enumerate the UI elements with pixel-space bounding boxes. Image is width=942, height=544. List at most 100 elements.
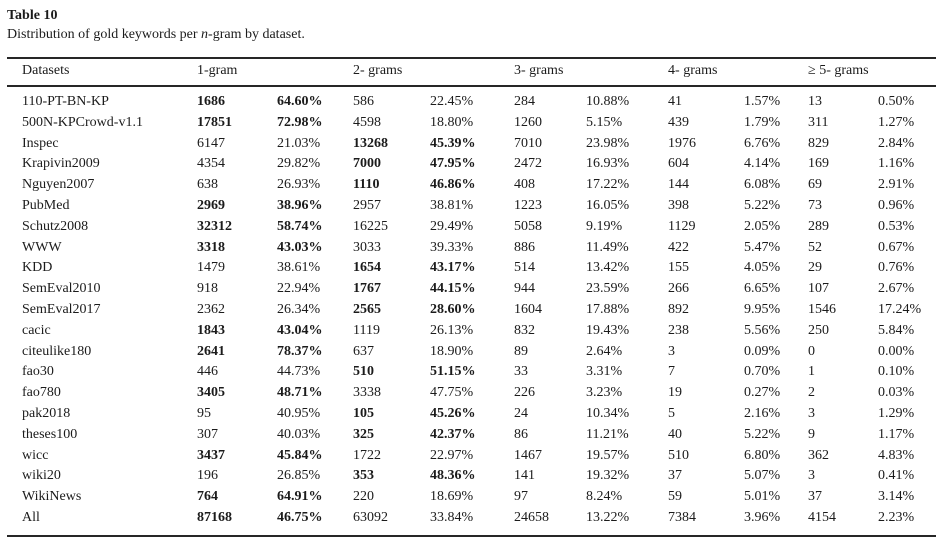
gram-percentage: 47.95% [430, 156, 476, 172]
gram-count: 24 [514, 405, 529, 421]
gram-count: 7 [668, 364, 676, 380]
gram-count: 2 [808, 385, 816, 401]
gram-percentage: 2.84% [878, 135, 915, 151]
gram-percentage: 26.85% [277, 468, 321, 484]
gram-percentage: 4.83% [878, 447, 915, 463]
gram-count: 33 [514, 364, 529, 380]
gram-count: 514 [514, 260, 536, 276]
gram-percentage: 1.17% [878, 426, 915, 442]
gram-count: 5058 [514, 218, 543, 234]
gram-count: 1479 [197, 260, 225, 276]
gram-percentage: 5.15% [586, 114, 623, 130]
dataset-name: fao30 [22, 364, 54, 380]
gram-percentage: 6.80% [744, 447, 781, 463]
gram-percentage: 26.93% [277, 177, 321, 193]
dataset-name: SemEval2010 [22, 281, 101, 297]
gram-count: 446 [197, 364, 218, 380]
gram-percentage: 0.96% [878, 197, 915, 213]
gram-percentage: 17.24% [878, 301, 922, 317]
gram-count: 408 [514, 177, 536, 193]
gram-percentage: 0.00% [878, 343, 915, 359]
gram-percentage: 22.94% [277, 281, 321, 297]
gram-count: 1223 [514, 197, 543, 213]
dataset-name: KDD [22, 260, 53, 276]
gram-count: 144 [668, 177, 690, 193]
gram-count: 16225 [353, 218, 388, 234]
gram-count: 3405 [197, 385, 225, 401]
dataset-name: WikiNews [22, 489, 82, 505]
gram-percentage: 17.88% [586, 301, 630, 317]
table-row: 110-PT-BN-KP 1686 64.60% 586 22.45% 284 10.88%… [7, 86, 936, 113]
gram-count: 944 [514, 281, 536, 297]
gram-percentage: 17.22% [586, 177, 630, 193]
gram-count: 4598 [353, 114, 381, 130]
gram-percentage: 1.29% [878, 405, 915, 421]
keyword-distribution-table: Datasets 1-gram 2- grams 3- grams 4- gra… [7, 57, 937, 537]
gram-percentage: 23.59% [586, 281, 630, 297]
gram-count: 250 [808, 322, 830, 338]
gram-percentage: 11.21% [586, 426, 629, 442]
gram-count: 59 [668, 489, 683, 505]
gram-count: 1119 [353, 322, 380, 338]
gram-percentage: 6.76% [744, 135, 781, 151]
table-row: Nguyen2007 638 26.93% 1110 46.86% 408 17.22% 14… [7, 175, 936, 196]
gram-percentage: 19.43% [586, 322, 630, 338]
gram-count: 17851 [197, 114, 232, 130]
gram-count: 238 [668, 322, 690, 338]
table-row: cacic 1843 43.04% 1119 26.13% 832 19.43% 238 5.5… [7, 321, 936, 342]
gram-percentage: 21.03% [277, 135, 321, 151]
gram-percentage: 64.91% [277, 489, 323, 505]
header-row: Datasets 1-gram 2- grams 3- grams 4- gra… [7, 58, 937, 87]
dataset-name: Krapivin2009 [22, 156, 100, 172]
dataset-name: cacic [22, 322, 51, 338]
gram-percentage: 43.04% [277, 322, 323, 338]
gram-count: 3437 [197, 447, 225, 463]
gram-count: 510 [353, 364, 374, 380]
gram-count: 289 [808, 218, 830, 234]
gram-count: 398 [668, 197, 690, 213]
table-row: Inspec 6147 21.03% 13268 45.39% 7010 23.98% 197… [7, 134, 936, 155]
gram-percentage: 0.27% [744, 385, 781, 401]
gram-percentage: 4.05% [744, 260, 781, 276]
gram-percentage: 0.67% [878, 239, 915, 255]
gram-percentage: 9.95% [744, 301, 781, 317]
gram-count: 19 [668, 385, 683, 401]
gram-percentage: 38.81% [430, 197, 474, 213]
table-row: SemEval2010 918 22.94% 1767 44.15% 944 23.59% 2… [7, 279, 936, 300]
gram-count: 141 [514, 468, 536, 484]
dataset-name: pak2018 [22, 405, 71, 421]
gram-count: 3338 [353, 385, 381, 401]
column-header-1gram: 1-gram [197, 58, 353, 87]
gram-count: 226 [514, 385, 536, 401]
table-row: wiki20 196 26.85% 353 48.36% 141 19.32% 37 5.07%… [7, 466, 936, 487]
gram-percentage: 9.19% [586, 218, 623, 234]
gram-percentage: 16.93% [586, 156, 630, 172]
gram-percentage: 48.71% [277, 385, 323, 401]
gram-percentage: 28.60% [430, 301, 476, 317]
table-row: 500N-KPCrowd-v1.1 17851 72.98% 4598 18.80% 12… [7, 113, 936, 134]
gram-count: 40 [668, 426, 683, 442]
table-row: WWW 3318 43.03% 3033 39.33% 886 11.49% 422 5.47%… [7, 238, 936, 259]
gram-count: 829 [808, 135, 830, 151]
gram-count: 3 [808, 468, 816, 484]
gram-percentage: 5.22% [744, 426, 781, 442]
gram-percentage: 5.56% [744, 322, 781, 338]
gram-percentage: 3.14% [878, 489, 915, 505]
gram-count: 2565 [353, 301, 381, 317]
dataset-name: Inspec [22, 135, 59, 151]
gram-percentage: 0.10% [878, 364, 915, 380]
gram-percentage: 0.50% [878, 94, 915, 109]
gram-count: 4154 [808, 509, 837, 525]
gram-percentage: 3.23% [586, 385, 623, 401]
gram-percentage: 64.60% [277, 94, 323, 109]
gram-count: 3 [808, 405, 816, 421]
gram-count: 89 [514, 343, 529, 359]
dataset-name: PubMed [22, 197, 70, 213]
gram-count: 9 [808, 426, 816, 442]
dataset-name: theses100 [22, 426, 78, 442]
gram-count: 2969 [197, 197, 225, 213]
gram-count: 0 [808, 343, 816, 359]
gram-count: 32312 [197, 218, 232, 234]
gram-percentage: 4.14% [744, 156, 781, 172]
gram-count: 1260 [514, 114, 543, 130]
